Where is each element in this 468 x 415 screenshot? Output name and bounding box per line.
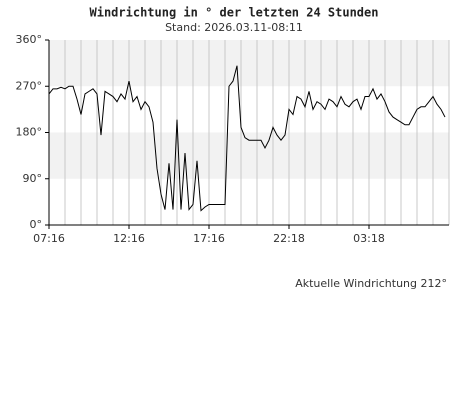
- x-tick-label: 17:16: [193, 232, 225, 245]
- chart-title: Windrichtung in ° der letzten 24 Stunden: [90, 6, 379, 20]
- y-tick-label: 360°: [16, 33, 43, 46]
- x-tick-label: 03:18: [353, 232, 385, 245]
- chart-subtitle: Stand: 2026.03.11-08:11: [165, 21, 303, 34]
- y-tick-label: 90°: [23, 172, 43, 185]
- y-tick-label: 270°: [16, 79, 43, 92]
- y-tick-label: 180°: [16, 126, 43, 139]
- x-tick-label: 12:16: [113, 232, 145, 245]
- x-tick-label: 22:18: [273, 232, 305, 245]
- line: [48, 65, 446, 212]
- x-tick-label: 07:16: [33, 232, 65, 245]
- band: [49, 132, 449, 179]
- y-tick-label: 0°: [30, 218, 43, 231]
- band: [49, 40, 449, 87]
- annotation: Aktuelle Windrichtung 212°: [295, 277, 447, 290]
